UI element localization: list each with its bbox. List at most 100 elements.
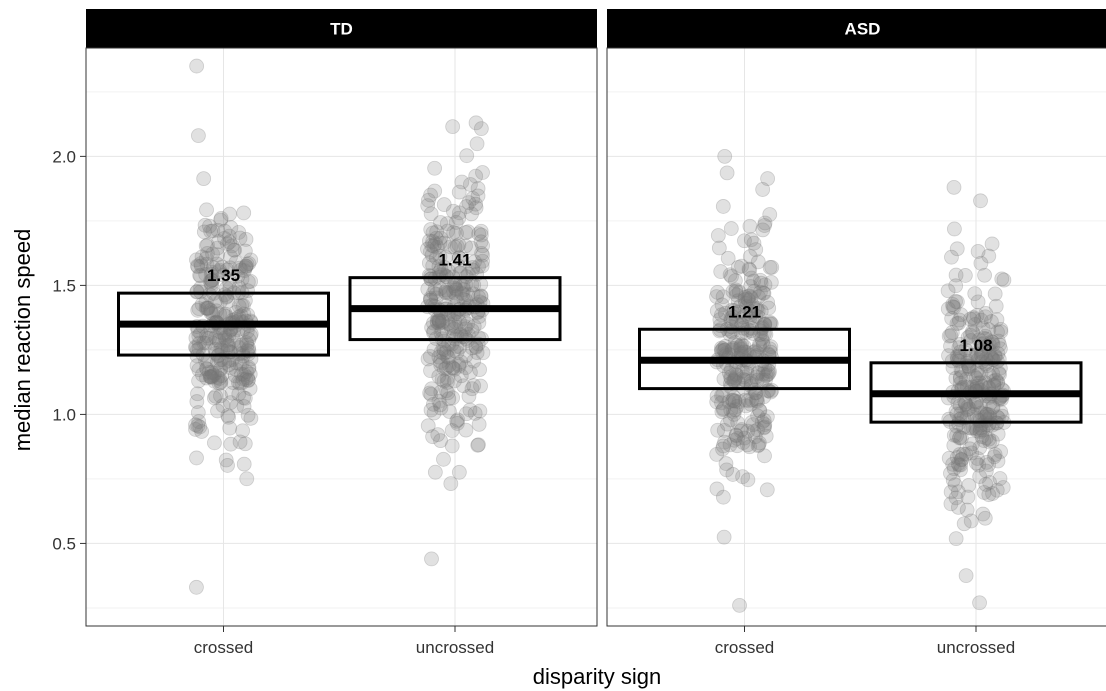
data-point (433, 344, 449, 360)
data-point (232, 375, 248, 391)
data-point (742, 249, 758, 264)
data-point (434, 372, 450, 387)
data-point (715, 402, 731, 417)
data-point (190, 259, 206, 275)
data-point (445, 360, 461, 376)
data-point (429, 314, 445, 329)
data-point (241, 360, 257, 375)
data-point (728, 428, 744, 444)
data-point (746, 424, 762, 439)
data-point (239, 364, 254, 380)
data-point (465, 286, 481, 302)
data-point (752, 337, 767, 352)
data-point (986, 449, 1002, 465)
data-point (449, 238, 465, 254)
data-point (739, 365, 755, 381)
data-point (763, 339, 779, 355)
data-point (238, 372, 254, 387)
data-point (215, 398, 231, 413)
data-point (764, 383, 780, 398)
data-point (234, 337, 250, 352)
data-point (467, 405, 483, 421)
data-point (439, 344, 454, 360)
data-point (956, 419, 971, 435)
data-point (724, 302, 740, 318)
data-point (473, 234, 489, 250)
data-point (946, 427, 962, 443)
data-point (217, 230, 232, 246)
data-point (742, 218, 758, 234)
data-point (728, 366, 744, 382)
data-point (952, 344, 968, 360)
data-point (738, 306, 754, 322)
data-point (239, 256, 255, 272)
data-point (755, 285, 771, 301)
data-point (449, 344, 465, 360)
data-point (431, 393, 447, 409)
data-point (963, 333, 979, 348)
data-point (965, 436, 980, 452)
data-point (729, 337, 745, 353)
data-point (217, 327, 232, 343)
data-point (203, 369, 219, 384)
data-point (943, 496, 959, 512)
data-point (438, 249, 453, 265)
data-point (742, 262, 758, 278)
data-point (231, 298, 247, 314)
data-point (458, 225, 474, 240)
data-point (221, 353, 237, 368)
data-point (972, 440, 988, 456)
data-point (428, 236, 443, 252)
plot-background (86, 48, 597, 626)
data-point (757, 419, 773, 435)
data-point (733, 338, 749, 354)
data-point (967, 317, 983, 332)
data-point (236, 456, 252, 472)
data-point (198, 294, 214, 310)
data-point (984, 350, 1000, 366)
data-point (432, 264, 447, 280)
data-point (964, 445, 980, 461)
facet-strip (607, 9, 1106, 48)
x-tick-label: uncrossed (937, 638, 1015, 657)
median-label: 1.08 (959, 336, 992, 355)
data-point (975, 346, 990, 361)
data-point (993, 444, 1009, 459)
data-point (433, 357, 449, 373)
data-point (949, 450, 965, 465)
data-point (207, 365, 223, 381)
data-point (721, 365, 737, 381)
data-point (749, 391, 765, 407)
data-point (745, 417, 761, 432)
data-point (990, 453, 1006, 469)
data-point (453, 354, 469, 370)
data-point (213, 212, 229, 228)
data-point (743, 232, 759, 247)
y-tick-label: 0.5 (52, 534, 76, 553)
data-point (712, 323, 727, 339)
data-point (451, 357, 467, 372)
data-point (436, 342, 452, 358)
data-point (976, 485, 992, 500)
data-point (752, 402, 767, 418)
data-point (430, 427, 446, 443)
data-point (732, 298, 748, 314)
data-point (971, 413, 986, 428)
data-point (451, 237, 467, 253)
data-point (454, 174, 470, 190)
data-point (472, 403, 488, 419)
data-point (191, 335, 207, 351)
data-point (446, 321, 462, 337)
data-point (458, 422, 474, 438)
data-point (199, 328, 214, 344)
data-point (431, 312, 447, 328)
data-point (989, 409, 1005, 425)
data-point (422, 233, 437, 249)
data-point (722, 267, 738, 283)
data-point (223, 436, 239, 452)
data-point (233, 337, 249, 353)
data-point (443, 317, 459, 333)
data-point (198, 300, 214, 316)
data-point (971, 332, 987, 348)
data-point (958, 446, 974, 462)
